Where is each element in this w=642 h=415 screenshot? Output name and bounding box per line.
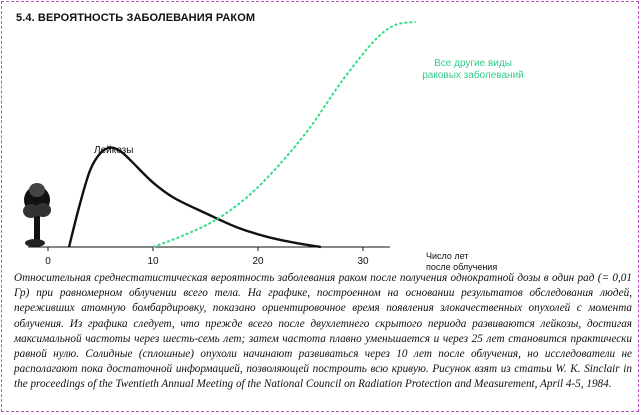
x-tick-label: 10 xyxy=(147,256,159,267)
x-tick-label: 30 xyxy=(357,256,369,267)
x-tick-label: 20 xyxy=(252,256,264,267)
x-tick-label: 0 xyxy=(45,256,51,267)
series-line-other-cancers xyxy=(152,21,416,248)
figure-caption: Относительная среднестатистическая вероя… xyxy=(14,272,632,391)
x-axis-title: Число лет xyxy=(426,251,468,261)
series-line-leukemia xyxy=(67,146,322,249)
x-axis-title: после облучения xyxy=(426,262,497,272)
series-label-other-cancers: раковых заболеваний xyxy=(422,69,524,81)
series-label-leukemia: Лейкозы xyxy=(94,145,133,156)
series-label-other-cancers: Все другие виды xyxy=(434,58,512,69)
figure-title: 5.4. ВЕРОЯТНОСТЬ ЗАБОЛЕВАНИЯ РАКОМ xyxy=(16,12,256,24)
bomb-icon xyxy=(23,183,51,247)
